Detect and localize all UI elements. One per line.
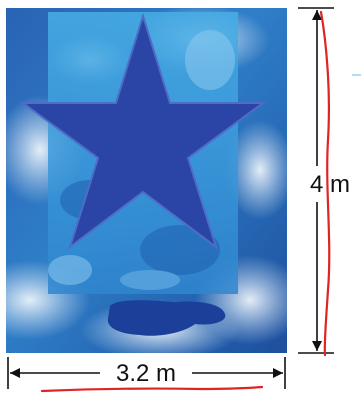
width-label: 3.2 m — [116, 360, 176, 387]
arrowhead-left-icon — [10, 368, 20, 378]
arrowhead-right-icon — [273, 368, 283, 378]
panel-mottling — [48, 30, 235, 290]
arrowhead-up-icon — [312, 10, 322, 20]
width-dimension — [7, 357, 286, 389]
red-width-stroke — [40, 385, 264, 393]
dark-blob — [107, 300, 226, 336]
height-dimension — [298, 7, 334, 354]
height-label: 4 m — [310, 171, 350, 198]
five-point-star-icon — [19, 12, 267, 250]
red-annotations — [40, 10, 331, 393]
red-height-stroke — [319, 10, 331, 357]
arrowhead-down-icon — [312, 341, 322, 351]
sky-photo — [6, 8, 287, 353]
